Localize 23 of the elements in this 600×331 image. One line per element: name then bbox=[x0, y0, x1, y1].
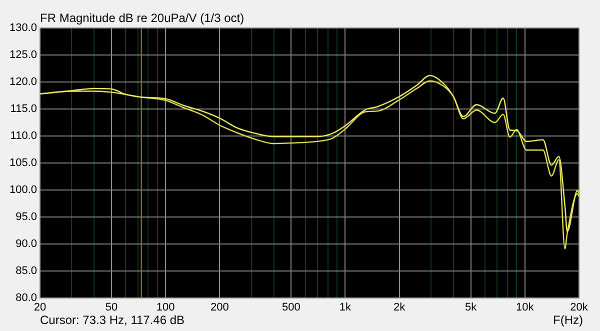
x-tick-label: 100 bbox=[156, 302, 175, 314]
y-tick-label: 120.0 bbox=[9, 76, 37, 88]
x-tick-label: 2k bbox=[394, 302, 406, 314]
y-tick-label: 100.0 bbox=[9, 184, 37, 196]
y-tick-label: 95.0 bbox=[16, 211, 37, 224]
x-tick-label: 20 bbox=[34, 302, 46, 314]
x-tick-label: 200 bbox=[210, 302, 229, 314]
y-tick-label: 110.0 bbox=[10, 130, 37, 142]
x-tick-label: 1k bbox=[339, 302, 352, 314]
x-tick-label: 50 bbox=[105, 302, 118, 314]
x-axis-title: F(Hz) bbox=[553, 313, 583, 327]
text: Cursor: 73.3 Hz, 117.46 dB bbox=[40, 313, 185, 327]
y-tick-label: 105.0 bbox=[9, 157, 37, 170]
chart-title: FR Magnitude dB re 20uPa/V (1/3 oct) bbox=[40, 11, 244, 25]
x-tick-label: 500 bbox=[282, 302, 300, 314]
y-tick-label: 130.0 bbox=[9, 22, 37, 34]
y-tick-label: 125.0 bbox=[9, 49, 37, 62]
y-tick-label: 90.0 bbox=[16, 238, 37, 250]
x-tick-label: 10k bbox=[516, 302, 534, 314]
y-tick-label: 115.0 bbox=[10, 103, 37, 116]
x-tick-label: 20k bbox=[570, 302, 588, 314]
x-tick-label: 5k bbox=[465, 302, 478, 314]
y-tick-label: 85.0 bbox=[16, 265, 37, 278]
